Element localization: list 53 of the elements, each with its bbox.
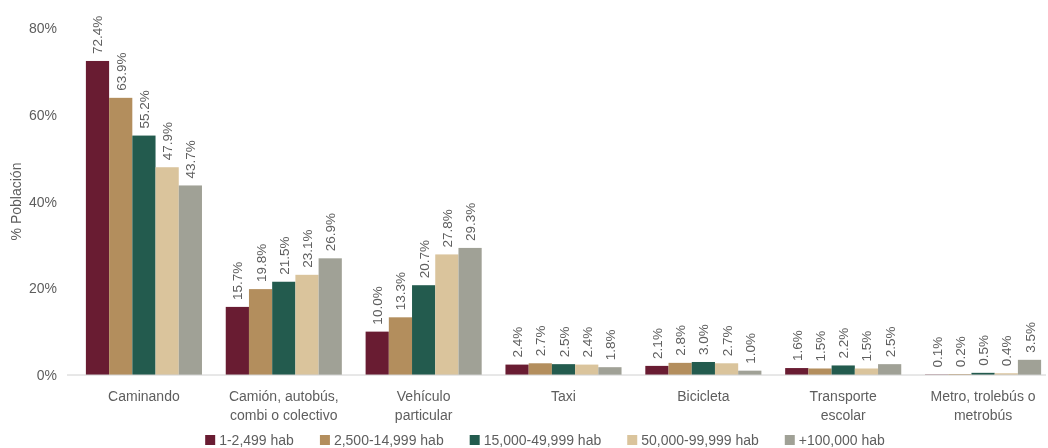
data-label: 2.5%	[556, 326, 571, 358]
data-label: 0.4%	[998, 335, 1014, 367]
data-label: 21.5%	[276, 236, 292, 275]
data-label: 3.0%	[695, 324, 711, 355]
legend-label: 2,500-14,999 hab	[333, 432, 444, 448]
data-label: 2.1%	[649, 328, 665, 359]
y-axis-title: % Población	[8, 162, 24, 241]
legend-label: 50,000-99,999 hab	[641, 432, 759, 448]
y-tick-label: 0%	[36, 367, 57, 383]
data-label: 0.2%	[952, 336, 968, 368]
x-tick-label: Camión, autobús, combi o colectivo	[228, 388, 339, 423]
x-tick-label: Transporte escolar	[809, 388, 878, 423]
data-label: 23.1%	[299, 229, 315, 268]
data-label: 29.3%	[462, 202, 478, 241]
legend-label: +100,000 hab	[798, 432, 886, 448]
y-tick-label: 60%	[28, 106, 57, 123]
data-label: 0.5%	[975, 335, 991, 366]
data-label: 2.7%	[719, 325, 735, 357]
data-label: 10.0%	[369, 286, 385, 325]
data-label: 15.7%	[229, 261, 245, 300]
data-label: 27.8%	[439, 209, 455, 248]
data-label: 43.7%	[182, 140, 198, 179]
data-label: 1.6%	[789, 330, 805, 362]
data-label: 3.5%	[1022, 322, 1037, 353]
data-label: 1.5%	[812, 330, 828, 362]
data-label: 2.8%	[672, 325, 688, 356]
y-tick-label: 20%	[28, 280, 57, 297]
data-label: 2.7%	[532, 325, 548, 357]
data-label: 2.4%	[509, 326, 525, 358]
data-label: 1.8%	[602, 329, 618, 361]
x-tick-label: Taxi	[551, 388, 576, 404]
data-label: 72.4%	[90, 15, 105, 54]
data-label: 2.4%	[579, 326, 595, 358]
data-label: 2.5%	[882, 326, 898, 358]
data-label: 2.2%	[835, 327, 851, 359]
legend-label: 1-2,499 hab	[219, 432, 295, 448]
x-tick-label: Metro, trolebús o metrobús	[930, 388, 1036, 423]
y-tick-label: 40%	[28, 193, 57, 210]
data-label: 26.9%	[322, 213, 338, 252]
y-tick-label: 80%	[28, 20, 57, 36]
data-label: 47.9%	[159, 121, 175, 161]
data-label: 13.3%	[392, 272, 408, 311]
x-tick-label: Caminando	[108, 388, 180, 404]
data-label: 20.7%	[416, 239, 432, 279]
x-tick-label: Bicicleta	[677, 388, 730, 404]
data-label: 0.1%	[929, 336, 945, 368]
data-label: 19.8%	[253, 243, 269, 283]
data-label: 63.9%	[113, 52, 129, 91]
data-label: 1.5%	[858, 330, 874, 362]
legend-label: 15,000-49,999 hab	[483, 432, 602, 448]
data-label: 55.2%	[136, 90, 152, 129]
x-tick-label: Vehículo particular	[394, 388, 453, 423]
data-label: 1.0%	[742, 332, 758, 364]
